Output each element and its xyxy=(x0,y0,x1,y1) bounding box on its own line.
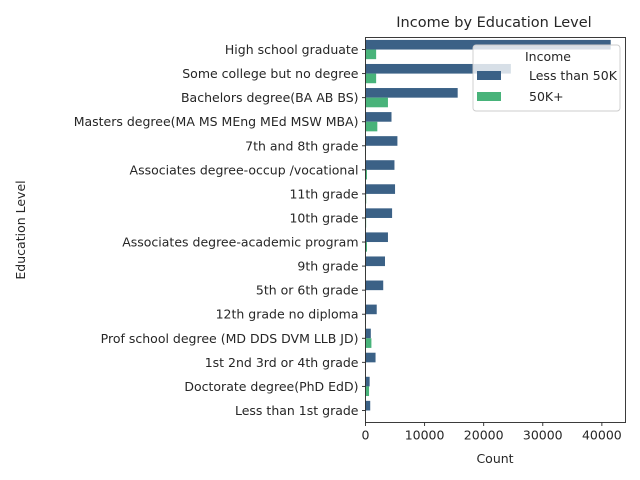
bar-less-than-50k-associates-degree-occup-vocational xyxy=(365,160,395,170)
y-tick-label: 7th and 8th grade xyxy=(245,138,359,153)
y-tick-label: 12th grade no diploma xyxy=(216,307,359,322)
x-axis-title: Count xyxy=(476,451,513,466)
bar-less-than-50k-9th-grade xyxy=(365,256,385,267)
y-tick-label: 9th grade xyxy=(297,259,358,274)
y-tick-label: Prof school degree (MD DDS DVM LLB JD) xyxy=(101,331,359,346)
x-tick-label: 30000 xyxy=(523,428,563,443)
legend-swatch-50k-plus xyxy=(477,92,501,101)
bar-50k-some-college-but-no-degree xyxy=(365,73,377,84)
x-tick-label: 0 xyxy=(362,428,370,443)
y-tick-label: 1st 2nd 3rd or 4th grade xyxy=(205,355,359,370)
bar-50k-associates-degree-academic-program xyxy=(365,242,367,252)
legend-swatch-less-than-50k xyxy=(477,71,501,80)
y-tick-label: Associates degree-occup /vocational xyxy=(130,162,359,177)
y-tick-label: Bachelors degree(BA AB BS) xyxy=(181,90,359,105)
bar-less-than-50k-12th-grade-no-diploma xyxy=(365,304,377,315)
bar-less-than-50k-1st-2nd-3rd-or-4th-grade xyxy=(365,352,376,363)
bar-less-than-50k-bachelors-degree-ba-ab-bs xyxy=(365,88,458,98)
legend-label-less-than-50k: Less than 50K xyxy=(529,68,618,83)
y-tick-label: Masters degree(MA MS MEng MEd MSW MBA) xyxy=(74,114,359,129)
bar-less-than-50k-prof-school-degree-md-dds-dvm-llb-jd xyxy=(365,328,371,339)
legend-box xyxy=(472,44,621,112)
y-tick-label: Less than 1st grade xyxy=(235,403,359,418)
legend-title: Income xyxy=(525,49,571,64)
bar-50k-associates-degree-occup-vocational xyxy=(365,169,367,180)
bar-less-than-50k-doctorate-degree-phd-edd xyxy=(365,376,370,387)
bar-less-than-50k-less-than-1st-grade xyxy=(365,400,371,411)
y-tick-label: Associates degree-academic program xyxy=(122,235,358,250)
bar-less-than-50k-11th-grade xyxy=(365,184,396,194)
y-tick-label: Doctorate degree(PhD EdD) xyxy=(184,379,358,394)
legend-label-50k-plus: 50K+ xyxy=(529,89,564,104)
legend: Income Less than 50K 50K+ xyxy=(472,44,621,112)
x-ticks-layer: 0 10000 20000 30000 40000 xyxy=(362,422,622,443)
plot-frame xyxy=(365,37,626,423)
y-tick-label: 11th grade xyxy=(289,186,358,201)
y-tick-label: Some college but no degree xyxy=(182,66,359,81)
x-tick-label: 10000 xyxy=(405,428,445,443)
bar-50k-prof-school-degree-md-dds-dvm-llb-jd xyxy=(365,338,372,348)
y-axis-title: Education Level xyxy=(13,180,28,279)
bar-50k-bachelors-degree-ba-ab-bs xyxy=(365,97,388,108)
bar-less-than-50k-some-college-but-no-degree xyxy=(365,63,511,74)
y-tick-label: 10th grade xyxy=(289,210,358,225)
bar-50k-masters-degree-ma-ms-meng-med-msw-mba xyxy=(365,121,378,132)
x-tick-label: 40000 xyxy=(582,428,622,443)
x-tick-label: 20000 xyxy=(464,428,504,443)
bar-50k-doctorate-degree-phd-edd xyxy=(365,386,370,397)
y-ticks-layer: High school graduate Some college but no… xyxy=(74,42,366,418)
bar-less-than-50k-associates-degree-academic-program xyxy=(365,232,388,243)
chart-title: Income by Education Level xyxy=(396,15,591,31)
bar-less-than-50k-10th-grade xyxy=(365,208,393,218)
bar-less-than-50k-masters-degree-ma-ms-meng-med-msw-mba xyxy=(365,112,392,122)
bar-less-than-50k-5th-or-6th-grade xyxy=(365,280,384,291)
bar-less-than-50k-7th-and-8th-grade xyxy=(365,136,398,146)
y-tick-label: High school graduate xyxy=(225,42,359,57)
bar-50k-high-school-graduate xyxy=(365,49,377,60)
y-tick-label: 5th or 6th grade xyxy=(256,283,359,298)
